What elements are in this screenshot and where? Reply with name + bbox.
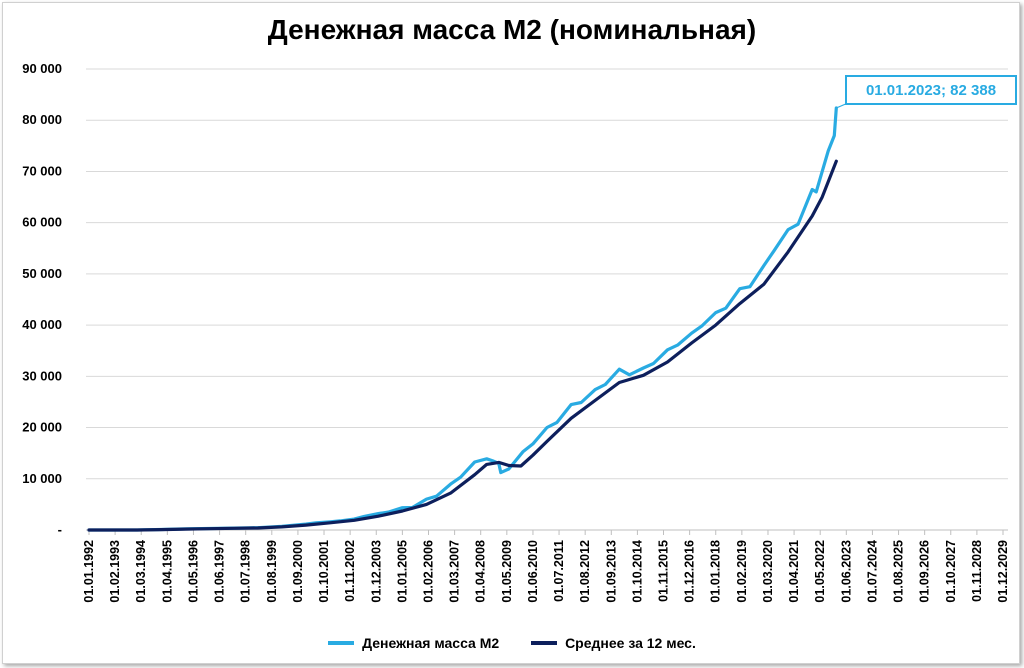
x-tick-label: 01.04.2008 bbox=[474, 540, 488, 603]
x-tick-label: 01.11.2028 bbox=[970, 540, 984, 602]
x-tick-label: 01.06.1997 bbox=[213, 540, 227, 603]
axes bbox=[86, 529, 1008, 535]
x-tick-label: 01.09.2000 bbox=[291, 540, 305, 603]
y-tick-label: 60 000 bbox=[22, 215, 62, 230]
y-tick-label: 90 000 bbox=[22, 61, 62, 76]
legend-item-avg: Среднее за 12 мес. bbox=[531, 635, 696, 651]
x-tick-label: 01.08.1999 bbox=[265, 540, 279, 603]
x-tick-label: 01.09.2013 bbox=[604, 540, 618, 603]
x-tick-label: 01.07.2011 bbox=[552, 540, 566, 602]
x-tick-label: 01.02.2006 bbox=[421, 540, 435, 603]
y-tick-label: 10 000 bbox=[22, 471, 62, 486]
legend: Денежная масса М2 Среднее за 12 мес. bbox=[0, 632, 1024, 651]
x-tick-label: 01.02.1993 bbox=[108, 540, 122, 603]
x-tick-label: 01.01.2005 bbox=[395, 540, 409, 603]
x-tick-label: 01.10.2027 bbox=[944, 540, 958, 603]
x-tick-label: 01.08.2025 bbox=[892, 540, 906, 603]
x-tick-label: 01.10.2014 bbox=[630, 540, 644, 603]
x-tick-label: 01.07.1998 bbox=[239, 540, 253, 603]
tick-labels: - 10 000 20 000 30 000 40 000 50 000 60 000 70 … bbox=[22, 61, 1010, 603]
x-tick-label: 01.05.2009 bbox=[500, 540, 514, 603]
y-tick-label: 40 000 bbox=[22, 317, 62, 332]
annotation: 01.01.2023; 82 388 bbox=[836, 75, 1017, 109]
y-tick-label: 20 000 bbox=[22, 420, 62, 435]
x-tick-label: 01.03.2007 bbox=[448, 540, 462, 603]
legend-label-m2: Денежная масса М2 bbox=[362, 635, 500, 651]
legend-label-avg: Среднее за 12 мес. bbox=[565, 635, 696, 651]
annotation-box bbox=[845, 75, 1017, 105]
y-tick-label: 70 000 bbox=[22, 163, 62, 178]
x-tick-label: 01.06.2023 bbox=[839, 540, 853, 603]
x-tick-label: 01.08.2012 bbox=[578, 540, 592, 603]
x-tick-label: 01.09.2026 bbox=[918, 540, 932, 603]
x-tick-label: 01.07.2024 bbox=[865, 540, 879, 603]
x-tick-label: 01.04.2021 bbox=[787, 540, 801, 603]
x-tick-label: 01.11.2002 bbox=[343, 540, 357, 602]
x-tick-label: 01.03.1994 bbox=[134, 540, 148, 603]
grid-lines bbox=[86, 68, 1008, 480]
x-tick-label: 01.02.2019 bbox=[735, 540, 749, 603]
x-tick-label: 01.03.2020 bbox=[761, 540, 775, 603]
series-lines bbox=[87, 106, 838, 532]
x-tick-label: 01.12.2003 bbox=[369, 540, 383, 603]
y-tick-label: - bbox=[58, 522, 62, 537]
chart-title: Денежная масса М2 (номинальная) bbox=[267, 14, 757, 45]
x-tick-label: 01.05.1996 bbox=[186, 540, 200, 603]
x-tick-label: 01.01.1992 bbox=[82, 540, 96, 603]
legend-swatch-m2 bbox=[328, 641, 355, 645]
x-tick-label: 01.01.2018 bbox=[709, 540, 723, 603]
x-tick-label: 01.11.2015 bbox=[657, 540, 671, 602]
x-tick-label: 01.06.2010 bbox=[526, 540, 540, 603]
legend-swatch-avg bbox=[531, 641, 558, 645]
x-tick-label: 01.04.1995 bbox=[160, 540, 174, 603]
x-tick-label: 01.05.2022 bbox=[813, 540, 827, 603]
x-tick-label: 01.12.2029 bbox=[996, 540, 1010, 603]
annotation-label: 01.01.2023; 82 388 bbox=[866, 82, 996, 99]
x-tick-label: 01.12.2016 bbox=[683, 540, 697, 603]
y-tick-label: 80 000 bbox=[22, 112, 62, 127]
series-line-avg bbox=[87, 159, 838, 532]
legend-item-m2: Денежная масса М2 bbox=[328, 635, 499, 651]
x-tick-label: 01.10.2001 bbox=[317, 540, 331, 603]
y-tick-label: 30 000 bbox=[22, 368, 62, 383]
y-tick-label: 50 000 bbox=[22, 266, 62, 281]
